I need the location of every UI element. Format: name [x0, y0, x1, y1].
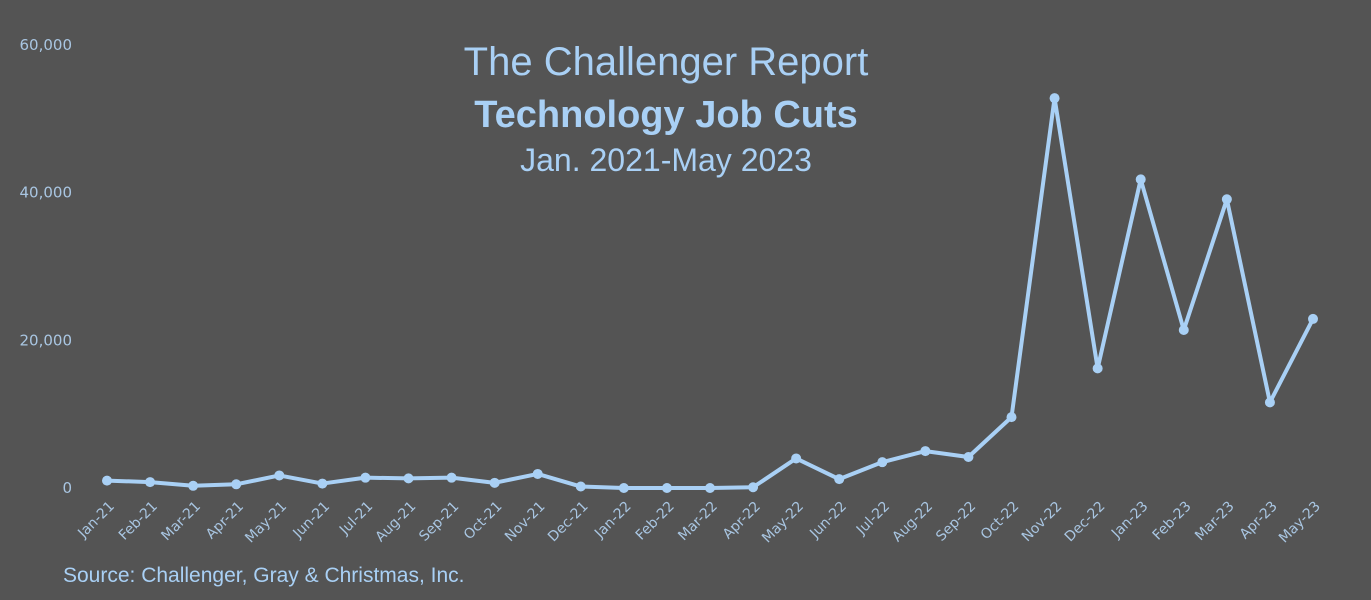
x-tick-label: Jul-22	[853, 499, 893, 539]
x-tick-label: Nov-21	[502, 499, 549, 546]
data-point	[317, 478, 328, 489]
data-point	[1264, 397, 1275, 408]
data-point	[446, 472, 457, 483]
data-point	[403, 473, 414, 484]
data-point	[489, 477, 500, 488]
data-point	[575, 481, 586, 492]
data-point	[877, 457, 888, 468]
y-tick-label: 20,000	[20, 331, 73, 349]
x-tick-label: Nov-22	[1019, 499, 1066, 546]
data-point	[102, 475, 112, 486]
data-point	[1092, 363, 1103, 374]
x-tick-label: Sep-21	[416, 499, 462, 545]
chart-subtitle: Technology Job Cuts	[474, 94, 858, 136]
x-tick-label: Feb-23	[1150, 499, 1195, 544]
x-tick-label: Mar-21	[158, 499, 204, 545]
x-tick-label: May-22	[759, 499, 807, 547]
data-point	[360, 472, 371, 483]
data-point	[748, 482, 759, 493]
x-tick-label: Sep-22	[933, 499, 979, 545]
chart-date-range: Jan. 2021-May 2023	[520, 142, 812, 178]
x-tick-label: Apr-23	[1237, 499, 1281, 543]
x-tick-label: Dec-21	[545, 499, 592, 546]
data-point	[188, 480, 199, 491]
y-axis: 0 20,000 40,000 60,000	[20, 36, 73, 497]
x-tick-label: Apr-22	[720, 499, 764, 543]
chart-title: The Challenger Report	[464, 40, 869, 84]
x-tick-label: May-23	[1276, 499, 1324, 547]
x-tick-label: Oct-21	[461, 499, 506, 544]
series-layer	[102, 93, 1318, 493]
data-point	[1135, 174, 1146, 185]
data-point	[145, 477, 156, 488]
data-point	[231, 479, 242, 490]
data-point	[1221, 194, 1232, 205]
data-point	[532, 468, 543, 479]
data-point	[274, 470, 285, 481]
data-point	[618, 483, 629, 493]
x-tick-label: Jun-22	[806, 499, 850, 543]
source-note: Source: Challenger, Gray & Christmas, In…	[63, 564, 465, 587]
x-tick-label: Mar-22	[675, 499, 721, 545]
data-point	[834, 474, 845, 485]
data-point	[705, 483, 715, 493]
x-tick-label: Jun-21	[290, 499, 334, 543]
x-tick-label: Aug-22	[889, 499, 936, 546]
data-point	[1308, 313, 1318, 324]
data-point	[1006, 412, 1017, 423]
data-point	[1178, 324, 1189, 335]
x-tick-label: Jan-21	[74, 499, 117, 542]
x-tick-label: Mar-23	[1192, 499, 1238, 545]
data-point	[791, 453, 802, 464]
x-tick-label: Feb-22	[633, 499, 678, 544]
data-point	[661, 483, 672, 493]
y-tick-label: 0	[62, 479, 72, 497]
data-point	[1049, 93, 1060, 104]
x-tick-label: Feb-21	[116, 499, 161, 544]
x-tick-label: May-21	[242, 499, 290, 547]
x-tick-label: Jan-23	[1108, 499, 1151, 542]
data-point	[920, 446, 931, 457]
y-tick-label: 40,000	[20, 184, 73, 202]
x-tick-label: Dec-22	[1062, 499, 1109, 546]
x-tick-label: Jul-21	[336, 499, 376, 539]
x-tick-label: Aug-21	[373, 499, 420, 546]
x-tick-label: Oct-22	[978, 499, 1023, 544]
data-point	[963, 451, 974, 462]
y-tick-label: 60,000	[20, 36, 73, 54]
x-tick-label: Jan-22	[591, 499, 634, 542]
x-tick-label: Apr-21	[203, 499, 247, 543]
